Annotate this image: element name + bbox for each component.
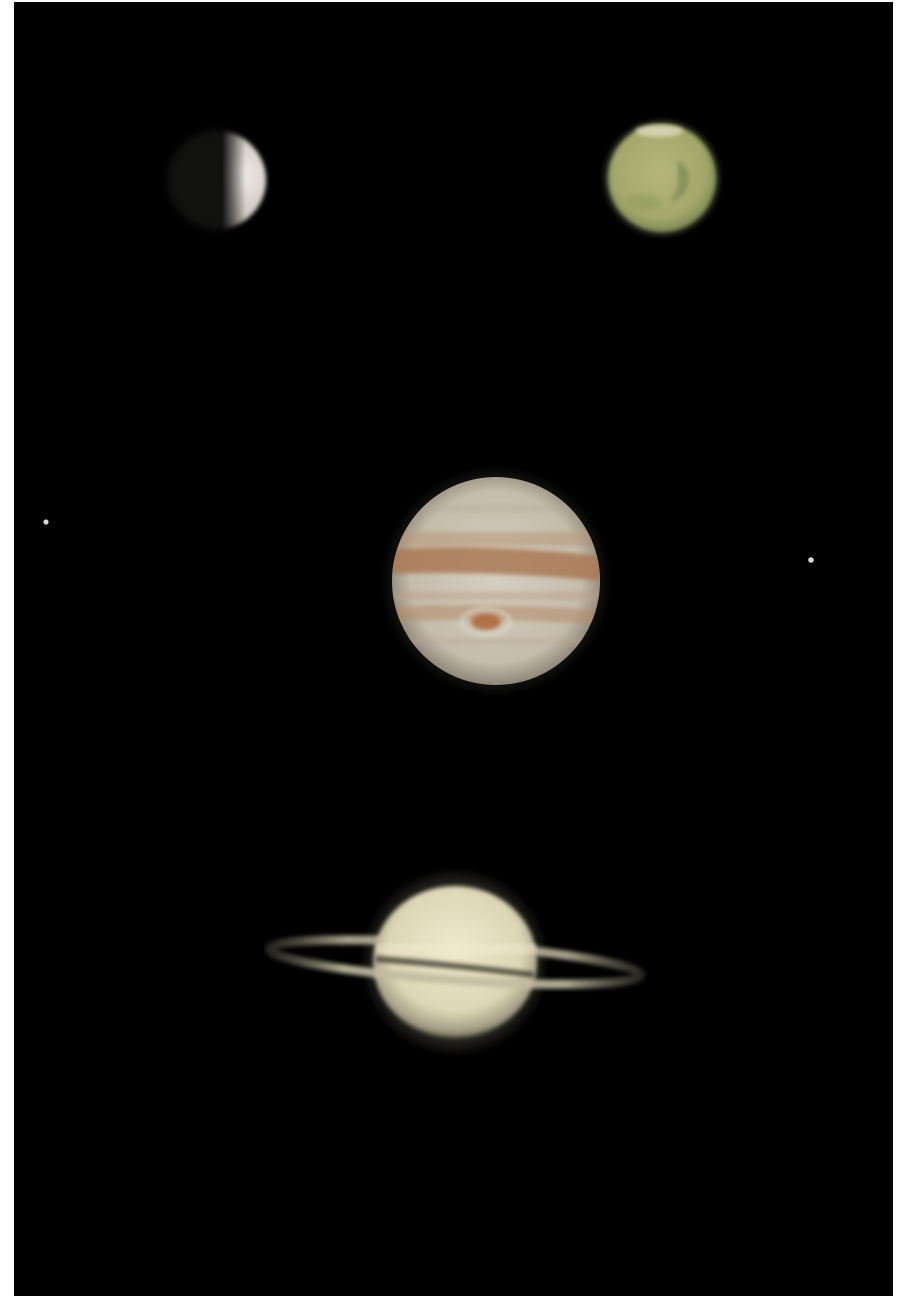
mars xyxy=(600,116,724,240)
planet-composite-svg xyxy=(43,116,814,1057)
jupiter xyxy=(386,471,606,691)
jupiter-moon-left xyxy=(43,519,49,525)
saturn xyxy=(264,867,646,1057)
venus-crescent xyxy=(167,130,267,230)
jupiter-moon-right xyxy=(808,557,814,563)
image-frame xyxy=(14,2,893,1296)
